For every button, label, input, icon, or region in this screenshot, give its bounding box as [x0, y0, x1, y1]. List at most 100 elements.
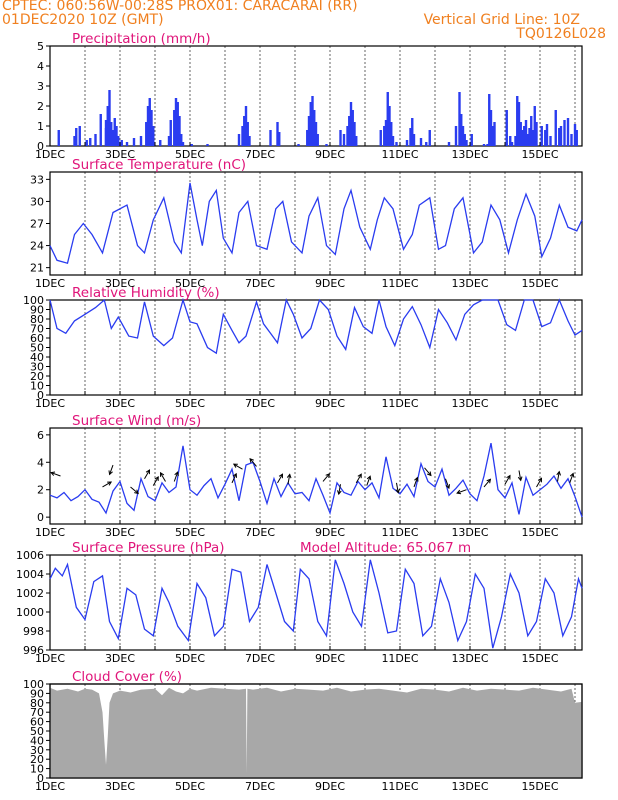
precip-bar — [132, 138, 136, 146]
y-tick-label: 30 — [30, 361, 44, 374]
y-tick-label: 1002 — [16, 587, 44, 600]
x-tick-label: 5DEC — [175, 277, 205, 290]
wind-arrow — [518, 470, 522, 481]
wind-arrow — [396, 482, 399, 493]
precip-bar — [405, 140, 409, 146]
precip-bar — [488, 94, 491, 146]
precip-bar — [178, 116, 181, 146]
wind-arrow — [557, 471, 560, 482]
precip-bar — [297, 144, 300, 146]
wind-arrow-head — [569, 472, 575, 478]
y-tick-label: 70 — [30, 323, 44, 336]
x-tick-label: 1DEC — [35, 397, 65, 410]
precip-bar — [99, 114, 102, 146]
precip-bar — [570, 134, 573, 146]
series-line — [49, 182, 583, 265]
precip-bar — [493, 122, 496, 146]
precip-bar — [243, 116, 246, 146]
precip-bar — [146, 106, 150, 146]
precip-bar — [110, 122, 113, 146]
panel-title: Surface Pressure (hPa) — [72, 540, 225, 556]
precip-bar — [516, 96, 519, 146]
x-tick-label: 11DEC — [381, 652, 418, 665]
x-tick-label: 13DEC — [451, 397, 488, 410]
y-tick-label: 100 — [23, 678, 44, 691]
panel-frame — [49, 299, 583, 396]
wind-arrow-head — [108, 470, 113, 476]
precip-bar — [181, 142, 185, 146]
wind-arrow — [536, 478, 542, 488]
precip-bar — [348, 116, 351, 146]
precip-bar — [428, 130, 431, 146]
header-line-2-date: 01DEC2020 10Z (GMT) — [2, 12, 164, 28]
x-tick-label: 15DEC — [521, 148, 558, 161]
precip-bar — [306, 130, 309, 146]
x-tick-label: 11DEC — [381, 148, 418, 161]
wind-arrow — [483, 478, 491, 488]
y-tick-label: 2 — [37, 484, 44, 497]
precip-bar — [342, 134, 346, 146]
x-tick-label: 3DEC — [105, 652, 135, 665]
precip-bar — [349, 102, 353, 146]
y-tick-label: 40 — [30, 734, 44, 747]
y-tick-label: 27 — [30, 218, 44, 231]
precip-bar — [425, 142, 428, 146]
wind-arrow-head — [286, 473, 292, 479]
precip-bar — [461, 126, 465, 146]
x-tick-label: 1DEC — [35, 780, 65, 793]
wind-arrow — [355, 473, 362, 484]
precip-bar — [386, 92, 389, 146]
y-tick-label: 50 — [30, 342, 44, 355]
wind-arrow — [338, 484, 341, 495]
x-tick-label: 5DEC — [175, 526, 205, 539]
precip-bar — [108, 90, 111, 146]
precip-bar — [173, 110, 176, 146]
wind-arrow-head — [107, 481, 113, 486]
precip-bar — [458, 92, 461, 146]
y-tick-label: 10 — [30, 380, 44, 393]
y-tick-label: 0 — [37, 511, 44, 524]
x-tick-label: 7DEC — [245, 526, 275, 539]
precip-bar — [190, 144, 193, 146]
precip-bar — [75, 128, 78, 146]
wind-arrow-head — [159, 471, 165, 477]
panel-frame — [49, 554, 583, 651]
precip-bar — [244, 106, 248, 146]
precip-bar — [531, 130, 535, 146]
x-tick-label: 3DEC — [105, 780, 135, 793]
precip-bar — [388, 106, 391, 146]
x-tick-label: 11DEC — [381, 277, 418, 290]
precip-bar — [145, 122, 148, 146]
wind-arrow — [50, 472, 61, 477]
header-grid-note: Vertical Grid Line: 10Z — [423, 12, 580, 28]
y-tick-label: 1006 — [16, 549, 44, 562]
precip-bar — [419, 138, 423, 146]
wind-arrow — [366, 476, 371, 486]
precip-bar — [533, 106, 536, 146]
wind-arrow-head — [357, 473, 362, 479]
precip-bar — [325, 144, 328, 146]
precip-bar — [521, 130, 524, 146]
precip-bar — [94, 134, 97, 146]
precip-bar — [463, 134, 466, 146]
y-tick-label: 5 — [37, 40, 44, 53]
precip-bar — [104, 120, 108, 146]
precip-bar — [115, 126, 118, 146]
precip-bar — [57, 130, 60, 146]
wind-arrow-head — [174, 471, 179, 477]
x-tick-label: 7DEC — [245, 397, 275, 410]
y-tick-label: 30 — [30, 744, 44, 757]
panel-title: Relative Humidity (%) — [72, 285, 220, 301]
precip-bar — [559, 126, 563, 146]
y-tick-label: 0 — [37, 389, 44, 402]
wind-arrow-head — [278, 473, 284, 479]
precip-bar — [106, 106, 109, 146]
x-tick-label: 13DEC — [451, 277, 488, 290]
precip-bar — [519, 122, 522, 146]
precip-bar — [379, 130, 382, 146]
wind-arrow — [287, 474, 291, 485]
x-tick-label: 5DEC — [175, 652, 205, 665]
precip-bar — [89, 138, 92, 146]
y-tick-label: 998 — [23, 625, 44, 638]
precip-bar — [339, 130, 342, 146]
